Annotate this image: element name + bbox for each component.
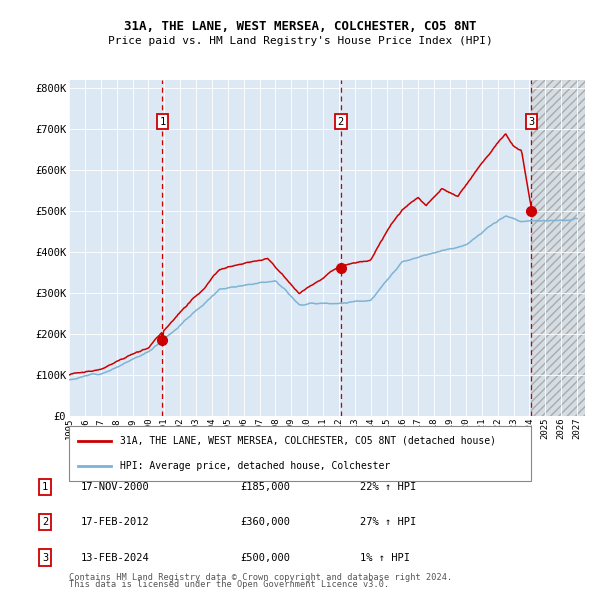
Text: This data is licensed under the Open Government Licence v3.0.: This data is licensed under the Open Gov… <box>69 581 389 589</box>
Text: £500,000: £500,000 <box>240 553 290 562</box>
Text: 2: 2 <box>338 117 344 127</box>
Text: £185,000: £185,000 <box>240 482 290 491</box>
Bar <box>532 80 585 416</box>
Text: 13-FEB-2024: 13-FEB-2024 <box>81 553 150 562</box>
Text: HPI: Average price, detached house, Colchester: HPI: Average price, detached house, Colc… <box>120 461 390 471</box>
Text: 31A, THE LANE, WEST MERSEA, COLCHESTER, CO5 8NT: 31A, THE LANE, WEST MERSEA, COLCHESTER, … <box>124 20 476 33</box>
Text: 1: 1 <box>42 482 48 491</box>
Text: £360,000: £360,000 <box>240 517 290 527</box>
Bar <box>532 80 585 416</box>
Text: 2: 2 <box>42 517 48 527</box>
Text: 3: 3 <box>42 553 48 562</box>
Text: 17-NOV-2000: 17-NOV-2000 <box>81 482 150 491</box>
Text: Contains HM Land Registry data © Crown copyright and database right 2024.: Contains HM Land Registry data © Crown c… <box>69 573 452 582</box>
Text: 1: 1 <box>159 117 166 127</box>
Text: 17-FEB-2012: 17-FEB-2012 <box>81 517 150 527</box>
Text: 27% ↑ HPI: 27% ↑ HPI <box>360 517 416 527</box>
Text: 22% ↑ HPI: 22% ↑ HPI <box>360 482 416 491</box>
Text: 31A, THE LANE, WEST MERSEA, COLCHESTER, CO5 8NT (detached house): 31A, THE LANE, WEST MERSEA, COLCHESTER, … <box>120 436 496 446</box>
Text: 3: 3 <box>528 117 535 127</box>
Text: 1% ↑ HPI: 1% ↑ HPI <box>360 553 410 562</box>
Text: Price paid vs. HM Land Registry's House Price Index (HPI): Price paid vs. HM Land Registry's House … <box>107 37 493 46</box>
